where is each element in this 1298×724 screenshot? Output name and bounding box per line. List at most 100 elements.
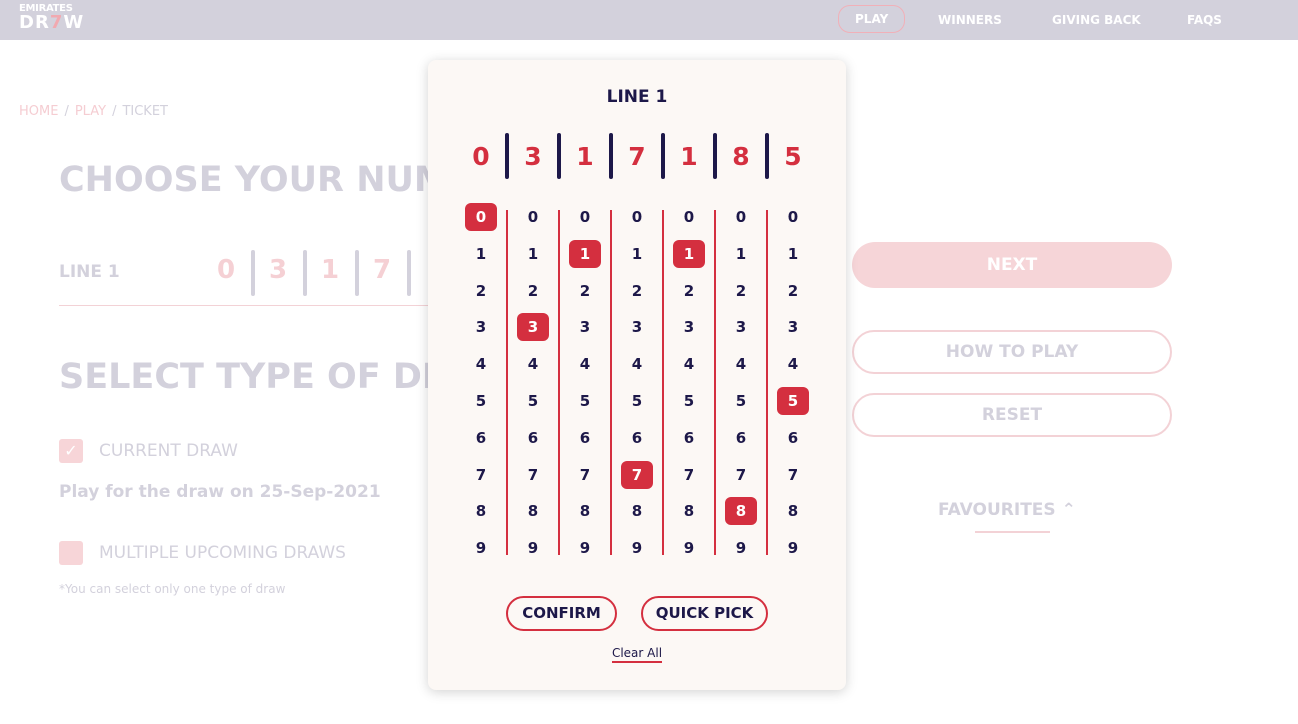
digit-option[interactable]: 3 [475,318,487,337]
digit-option[interactable]: 4 [527,355,539,374]
favourites-toggle[interactable]: FAVOURITES ⌃ [938,500,1076,520]
digit-option[interactable]: 7 [683,465,695,484]
clear-all-link[interactable]: Clear All [611,646,663,663]
digit-option[interactable]: 5 [631,392,643,410]
selected-digit: 1 [576,142,594,171]
line-digit[interactable]: 3 [268,255,288,285]
digit-option[interactable]: 3 [579,318,591,337]
digit-option[interactable]: 9 [735,539,747,558]
digit-option[interactable]: 2 [787,281,799,300]
digit-option[interactable]: 4 [787,355,799,374]
how-to-play-button[interactable]: HOW TO PLAY [852,330,1172,374]
digit-option[interactable]: 6 [787,428,799,447]
digit-option[interactable]: 3 [517,313,549,342]
digit-option[interactable]: 2 [631,281,643,300]
breadcrumb-play[interactable]: PLAY [74,104,107,119]
digit-option[interactable]: 1 [787,244,799,263]
emirates-draw-logo[interactable]: EMIRATES DR7W [19,3,85,33]
line-digit[interactable]: 0 [216,255,236,285]
nav-giving-back[interactable]: GIVING BACK [1052,13,1141,27]
digit-option[interactable]: 9 [787,539,799,558]
digit-option[interactable]: 2 [683,281,695,300]
digit-option[interactable]: 6 [475,428,487,447]
digit-option[interactable]: 4 [735,355,747,374]
digit-option[interactable]: 4 [683,355,695,374]
digit-option[interactable]: 4 [579,355,591,374]
digit-option[interactable]: 9 [475,539,487,558]
selected-digit: 0 [472,142,490,171]
nav-play[interactable]: PLAY [838,5,906,33]
digit-option[interactable]: 1 [673,239,705,268]
digit-option[interactable]: 6 [735,428,747,447]
breadcrumb-home[interactable]: HOME [19,104,59,119]
reset-button[interactable]: RESET [852,393,1172,437]
digit-option[interactable]: 0 [631,208,643,226]
digit-option[interactable]: 8 [631,502,643,521]
digit-option[interactable]: 9 [527,539,539,558]
digit-option[interactable]: 0 [527,208,539,226]
digit-option[interactable]: 0 [579,208,591,226]
digit-option[interactable]: 1 [631,244,643,263]
digit-option[interactable]: 6 [579,428,591,447]
digit-option[interactable]: 0 [683,208,695,226]
column-divider [558,210,560,555]
digit-separator [609,133,613,179]
current-draw-checkbox[interactable]: ✓ [59,439,83,463]
line-digit[interactable]: 7 [372,255,392,285]
nav-faqs[interactable]: FAQS [1187,13,1222,27]
digit-option[interactable]: 3 [683,318,695,337]
digit-option[interactable]: 7 [621,460,653,489]
modal-title: LINE 1 [606,87,668,107]
digit-option[interactable]: 9 [579,539,591,558]
digit-option[interactable]: 9 [683,539,695,558]
digit-option[interactable]: 8 [787,502,799,521]
digit-option[interactable]: 2 [527,281,539,300]
digit-option[interactable]: 1 [569,239,601,268]
digit-option[interactable]: 6 [683,428,695,447]
digit-option[interactable]: 6 [527,428,539,447]
draw-type-note: *You can select only one type of draw [59,582,286,596]
digit-option[interactable]: 5 [579,392,591,410]
digit-option[interactable]: 2 [579,281,591,300]
digit-option[interactable]: 3 [631,318,643,337]
digit-option[interactable]: 8 [579,502,591,521]
column-divider [714,210,716,555]
digit-option[interactable]: 0 [465,203,497,231]
digit-option[interactable]: 8 [475,502,487,521]
digit-option[interactable]: 8 [725,497,757,526]
quick-pick-button[interactable]: QUICK PICK [641,596,768,631]
digit-option[interactable]: 5 [527,392,539,410]
digit-option[interactable]: 7 [527,465,539,484]
digit-option[interactable]: 7 [579,465,591,484]
digit-option[interactable]: 5 [683,392,695,410]
digit-option[interactable]: 0 [787,208,799,226]
digit-option[interactable]: 5 [475,392,487,410]
digit-option[interactable]: 8 [683,502,695,521]
digit-option[interactable]: 4 [475,355,487,374]
digit-option[interactable]: 3 [787,318,799,337]
digit-option[interactable]: 7 [787,465,799,484]
digit-option[interactable]: 7 [475,465,487,484]
digit-option[interactable]: 3 [735,318,747,337]
digit-option[interactable]: 5 [777,387,809,415]
line-digit[interactable]: 1 [320,255,340,285]
line-divider [59,305,429,306]
confirm-button[interactable]: CONFIRM [506,596,617,631]
multiple-draws-checkbox[interactable] [59,541,83,565]
digit-option[interactable]: 9 [631,539,643,558]
nav-winners[interactable]: WINNERS [938,13,1002,27]
digit-option[interactable]: 8 [527,502,539,521]
digit-option[interactable]: 6 [631,428,643,447]
digit-option[interactable]: 2 [475,281,487,300]
digit-option[interactable]: 1 [475,244,487,263]
digit-option[interactable]: 2 [735,281,747,300]
breadcrumb: HOME / PLAY / TICKET [19,104,168,119]
next-button[interactable]: NEXT [852,242,1172,288]
digit-option[interactable]: 0 [735,208,747,226]
digit-option[interactable]: 7 [735,465,747,484]
digit-option[interactable]: 1 [735,244,747,263]
digit-option[interactable]: 5 [735,392,747,410]
digit-option[interactable]: 1 [527,244,539,263]
digit-option[interactable]: 4 [631,355,643,374]
